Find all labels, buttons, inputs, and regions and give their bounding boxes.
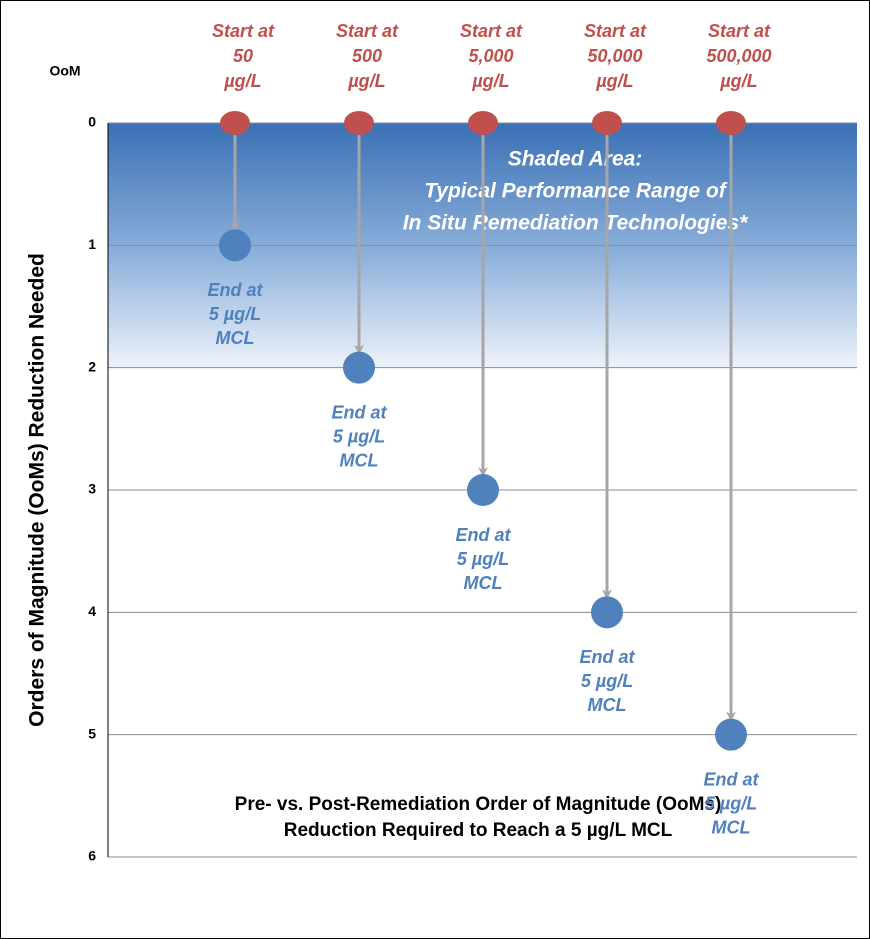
start-label: 50: [233, 46, 253, 66]
start-label: µg/L: [471, 71, 509, 91]
start-label: 5,000: [468, 46, 513, 66]
end-label: End at: [579, 647, 635, 667]
start-point: [468, 111, 498, 135]
y-tick-label: 3: [88, 481, 96, 497]
y-tick-label: 5: [88, 725, 96, 741]
start-label: µg/L: [719, 71, 757, 91]
start-label: 500: [352, 46, 382, 66]
start-label: Start at: [584, 21, 647, 41]
start-point: [344, 111, 374, 135]
y-tick-label: 0: [88, 114, 96, 130]
start-label: 500,000: [706, 46, 771, 66]
end-label: MCL: [216, 328, 255, 348]
end-point: [715, 718, 747, 751]
end-label: 5 µg/L: [209, 304, 261, 324]
end-label: End at: [331, 402, 387, 422]
shaded-label: Typical Performance Range of: [424, 180, 727, 203]
y-tick-label: 4: [88, 603, 96, 619]
y-tick-label: 1: [88, 236, 96, 252]
end-point: [219, 229, 251, 262]
end-label: End at: [455, 525, 511, 545]
y-axis-title: Orders of Magnitude (OoMs) Reduction Nee…: [26, 253, 49, 727]
end-point: [343, 351, 375, 384]
end-label: MCL: [340, 450, 379, 470]
end-label: MCL: [464, 573, 503, 593]
end-label: 5 µg/L: [457, 549, 509, 569]
end-point: [591, 596, 623, 629]
start-label: µg/L: [595, 71, 633, 91]
start-label: µg/L: [223, 71, 261, 91]
start-label: 50,000: [587, 46, 642, 66]
x-axis-title: Pre- vs. Post-Remediation Order of Magni…: [235, 794, 722, 815]
end-label: MCL: [588, 695, 627, 715]
end-label: 5 µg/L: [705, 793, 757, 813]
start-label: Start at: [336, 21, 399, 41]
start-point: [716, 111, 746, 135]
start-label: Start at: [212, 21, 275, 41]
end-label: End at: [207, 280, 263, 300]
end-label: 5 µg/L: [333, 426, 385, 446]
shaded-label: Shaded Area:: [508, 148, 643, 171]
start-label: µg/L: [347, 71, 385, 91]
start-point: [220, 111, 250, 135]
shaded-label: In Situ Remediation Technologies*: [403, 212, 748, 235]
end-label: End at: [703, 769, 759, 789]
y-unit-label: OoM: [49, 63, 80, 79]
y-tick-label: 6: [88, 848, 96, 864]
x-axis-title: Reduction Required to Reach a 5 µg/L MCL: [284, 820, 673, 841]
start-point: [592, 111, 622, 135]
start-label: Start at: [460, 21, 523, 41]
y-tick-label: 2: [88, 358, 96, 374]
end-label: MCL: [712, 817, 751, 837]
start-label: Start at: [708, 21, 771, 41]
end-label: 5 µg/L: [581, 671, 633, 691]
end-point: [467, 474, 499, 506]
